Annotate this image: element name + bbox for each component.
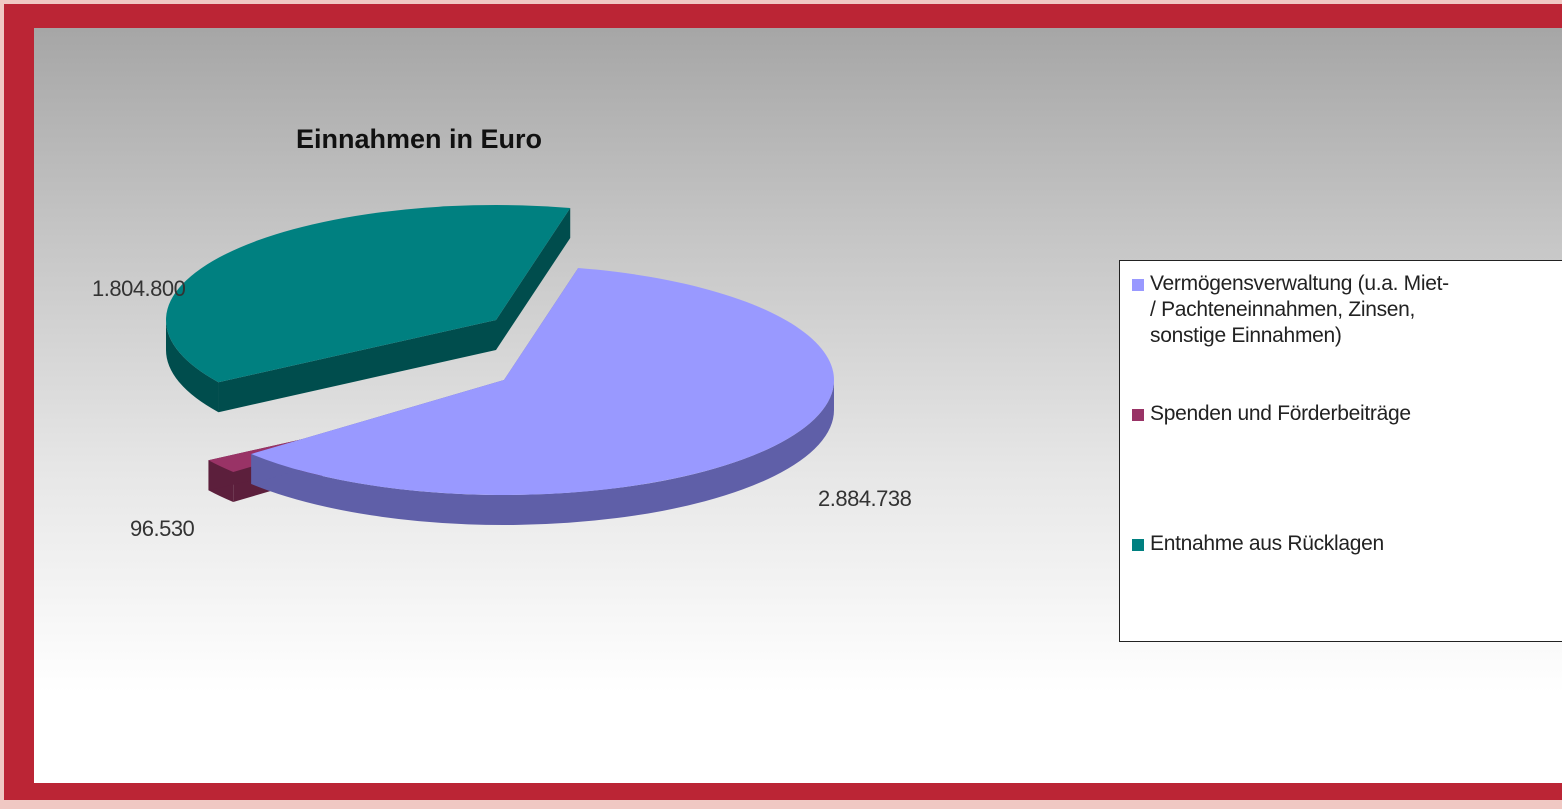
pie-side-vermoegen-0: [251, 380, 834, 525]
legend-swatch-vermoegen: [1132, 279, 1144, 291]
legend-item-vermoegen: Vermögensverwaltung (u.a. Miet- / Pachte…: [1132, 271, 1450, 349]
legend-item-entnahme: Entnahme aus Rücklagen: [1132, 531, 1450, 557]
legend-label-vermoegen: Vermögensverwaltung (u.a. Miet- / Pachte…: [1150, 272, 1449, 347]
legend-swatch-entnahme: [1132, 539, 1144, 551]
legend-label-entnahme: Entnahme aus Rücklagen: [1150, 532, 1384, 555]
pie-chart: [165, 204, 834, 525]
data-label-entnahme: 1.804.800: [92, 276, 186, 301]
chart-title: Einnahmen in Euro: [296, 124, 543, 154]
pie-slice-entnahme: [165, 204, 571, 383]
data-label-spenden: 96.530: [130, 516, 195, 541]
legend-item-spenden: Spenden und Förderbeiträge: [1132, 401, 1450, 427]
data-label-vermoegen: 2.884.738: [818, 486, 912, 511]
pie-cut-entnahme-0: [218, 320, 496, 413]
slide-frame: Einnahmen in Euro 1.804.800 96.530 2.884…: [4, 4, 1562, 800]
pie-cut-entnahme-1: [496, 207, 571, 350]
pie-side-entnahme-0: [166, 320, 219, 413]
legend-swatch-spenden: [1132, 409, 1144, 421]
chart-area: Einnahmen in Euro 1.804.800 96.530 2.884…: [34, 28, 1562, 783]
legend: Vermögensverwaltung (u.a. Miet- / Pachte…: [1119, 260, 1562, 642]
legend-label-spenden: Spenden und Förderbeiträge: [1150, 402, 1411, 425]
pie-slice-vermoegen: [251, 267, 834, 495]
